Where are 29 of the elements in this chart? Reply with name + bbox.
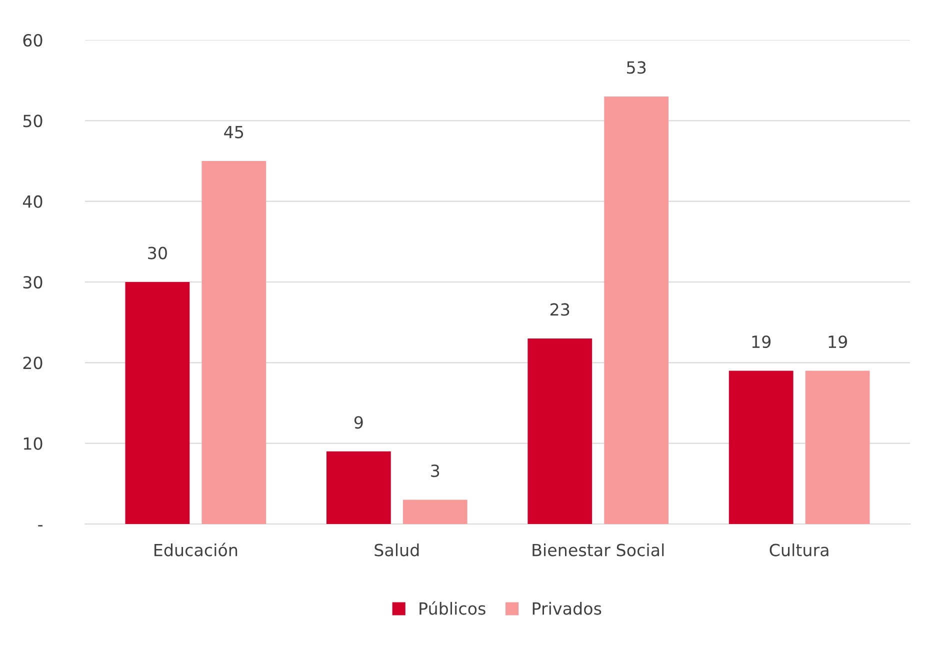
bar [326,451,391,524]
bar [202,161,266,524]
legend-label: Públicos [420,601,486,615]
x-tick-label: Educación [154,542,238,556]
data-label: 19 [752,335,771,348]
y-tick-label: - [38,525,43,526]
bar [402,500,468,524]
bar [728,370,794,524]
data-label: 30 [148,246,167,260]
data-label: 3 [431,464,440,478]
data-label: 19 [828,335,847,348]
bar [604,96,669,524]
data-label: 45 [224,126,244,138]
y-tick-label: 40 [22,195,42,208]
bar [805,370,870,524]
y-tick-label: 20 [23,356,42,370]
y-tick-label: 10 [24,437,42,450]
x-tick-label: Cultura [770,543,828,556]
data-label: 53 [627,61,646,74]
y-tick-label: 60 [23,34,42,47]
x-tick-label: Salud [374,543,419,556]
x-tick-label: Bienestar Social [532,543,664,556]
legend-label: Privados [532,602,602,615]
y-tick-label: 30 [23,276,42,289]
bar [528,338,592,524]
data-label: 9 [354,416,363,429]
bar [125,282,190,524]
data-label: 23 [550,303,570,316]
y-tick-label: 50 [23,114,42,128]
